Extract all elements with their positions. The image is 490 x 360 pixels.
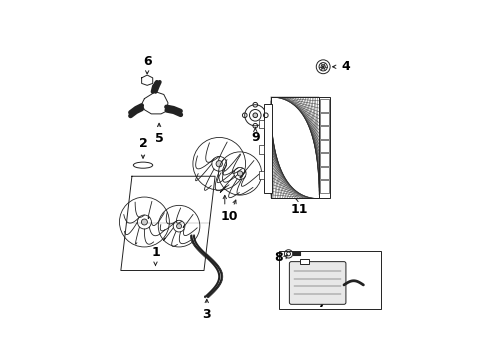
Polygon shape [212, 263, 216, 264]
Polygon shape [198, 249, 202, 250]
Polygon shape [206, 295, 210, 296]
Polygon shape [201, 252, 205, 253]
Polygon shape [219, 279, 221, 280]
Circle shape [142, 219, 147, 225]
Polygon shape [209, 293, 212, 294]
Polygon shape [217, 269, 220, 270]
Text: 1: 1 [151, 246, 160, 260]
Polygon shape [218, 281, 221, 282]
Text: 10: 10 [220, 210, 238, 222]
Text: 5: 5 [155, 132, 164, 145]
Polygon shape [196, 247, 200, 248]
Polygon shape [219, 278, 221, 279]
Polygon shape [219, 274, 221, 275]
Polygon shape [219, 275, 222, 276]
Text: 11: 11 [291, 203, 308, 216]
Bar [320, 126, 329, 139]
Bar [320, 99, 329, 112]
Bar [320, 113, 329, 125]
Polygon shape [217, 283, 220, 284]
Polygon shape [192, 238, 195, 239]
Polygon shape [218, 270, 220, 271]
Bar [320, 167, 329, 179]
Polygon shape [205, 256, 208, 257]
Polygon shape [197, 248, 201, 249]
Polygon shape [219, 280, 221, 281]
Polygon shape [192, 239, 195, 240]
Polygon shape [142, 92, 168, 114]
Bar [259, 171, 264, 179]
Polygon shape [219, 273, 221, 274]
Circle shape [176, 224, 182, 229]
Polygon shape [194, 243, 197, 244]
Polygon shape [121, 176, 215, 270]
Polygon shape [212, 289, 215, 291]
Polygon shape [214, 288, 217, 289]
Polygon shape [211, 291, 214, 292]
Text: 7: 7 [318, 297, 326, 310]
Polygon shape [218, 282, 220, 283]
Polygon shape [196, 246, 199, 247]
Bar [264, 104, 272, 193]
Circle shape [322, 66, 324, 68]
Circle shape [216, 161, 222, 167]
Polygon shape [195, 245, 198, 246]
Polygon shape [203, 255, 207, 256]
Polygon shape [219, 272, 221, 273]
Polygon shape [208, 294, 211, 295]
Polygon shape [219, 276, 222, 277]
Bar [320, 180, 329, 193]
Bar [279, 251, 381, 309]
Bar [259, 145, 264, 154]
Polygon shape [207, 257, 210, 258]
Circle shape [238, 171, 243, 176]
Polygon shape [192, 236, 194, 237]
Polygon shape [211, 262, 215, 263]
Polygon shape [142, 75, 153, 85]
Bar [270, 97, 319, 198]
Text: 9: 9 [251, 131, 260, 144]
Polygon shape [202, 253, 206, 255]
Polygon shape [209, 260, 213, 261]
Bar [319, 97, 330, 198]
Bar [320, 153, 329, 166]
Polygon shape [213, 264, 217, 265]
Polygon shape [208, 258, 212, 260]
Bar [300, 258, 309, 264]
Polygon shape [205, 296, 209, 297]
Polygon shape [215, 266, 218, 267]
Text: 6: 6 [143, 55, 151, 68]
Polygon shape [194, 244, 197, 245]
FancyBboxPatch shape [290, 262, 346, 304]
Bar [320, 140, 329, 152]
Polygon shape [200, 251, 204, 252]
Polygon shape [216, 267, 219, 268]
Polygon shape [216, 284, 219, 285]
Polygon shape [210, 261, 214, 262]
Polygon shape [216, 268, 220, 269]
Polygon shape [192, 240, 195, 241]
Polygon shape [193, 242, 196, 243]
Text: 8: 8 [274, 251, 282, 264]
Polygon shape [218, 271, 221, 272]
Polygon shape [215, 285, 219, 287]
Bar [259, 120, 264, 128]
Polygon shape [192, 237, 194, 238]
Polygon shape [193, 241, 196, 242]
Text: 4: 4 [341, 60, 350, 73]
Circle shape [253, 113, 258, 118]
Polygon shape [215, 287, 218, 288]
Polygon shape [214, 265, 217, 266]
Bar [270, 97, 319, 198]
Polygon shape [199, 250, 203, 251]
Text: 2: 2 [139, 137, 147, 150]
Polygon shape [219, 277, 221, 278]
Polygon shape [210, 292, 213, 293]
Text: 3: 3 [202, 308, 211, 321]
